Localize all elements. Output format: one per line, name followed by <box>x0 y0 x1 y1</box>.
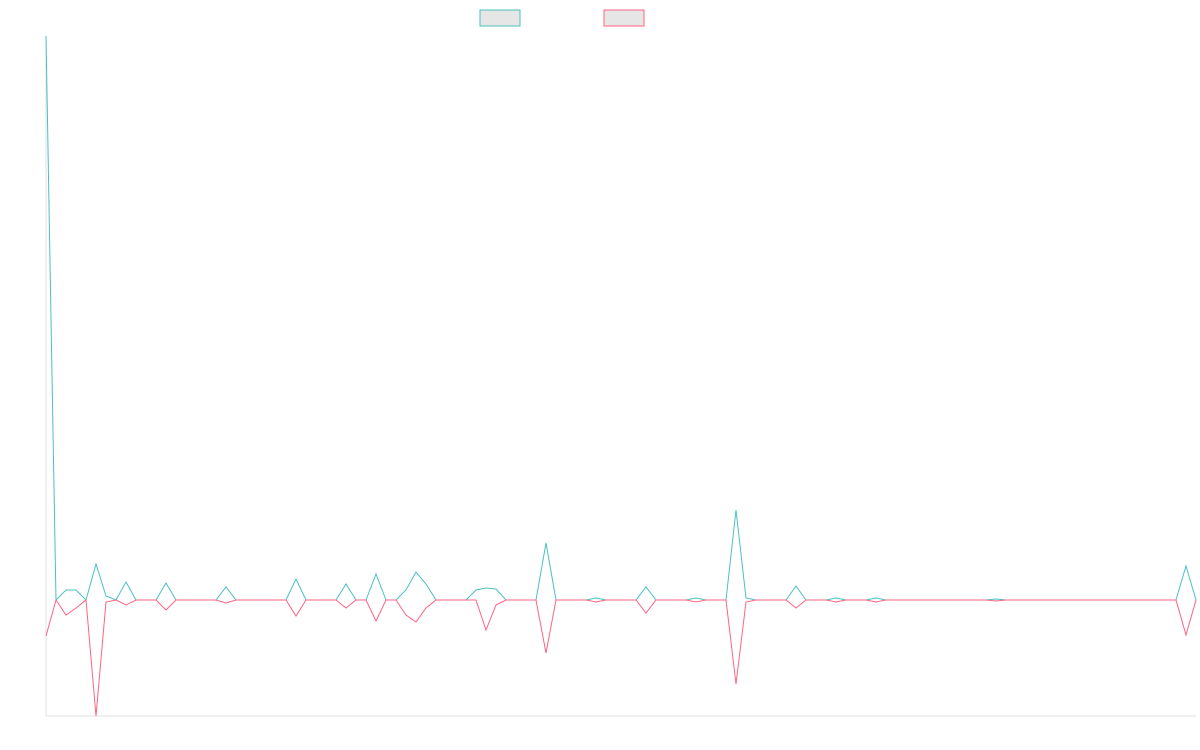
series-line <box>45 35 1197 602</box>
legend-swatch <box>603 9 645 27</box>
legend-swatch <box>479 9 521 27</box>
series-line <box>45 598 1197 717</box>
